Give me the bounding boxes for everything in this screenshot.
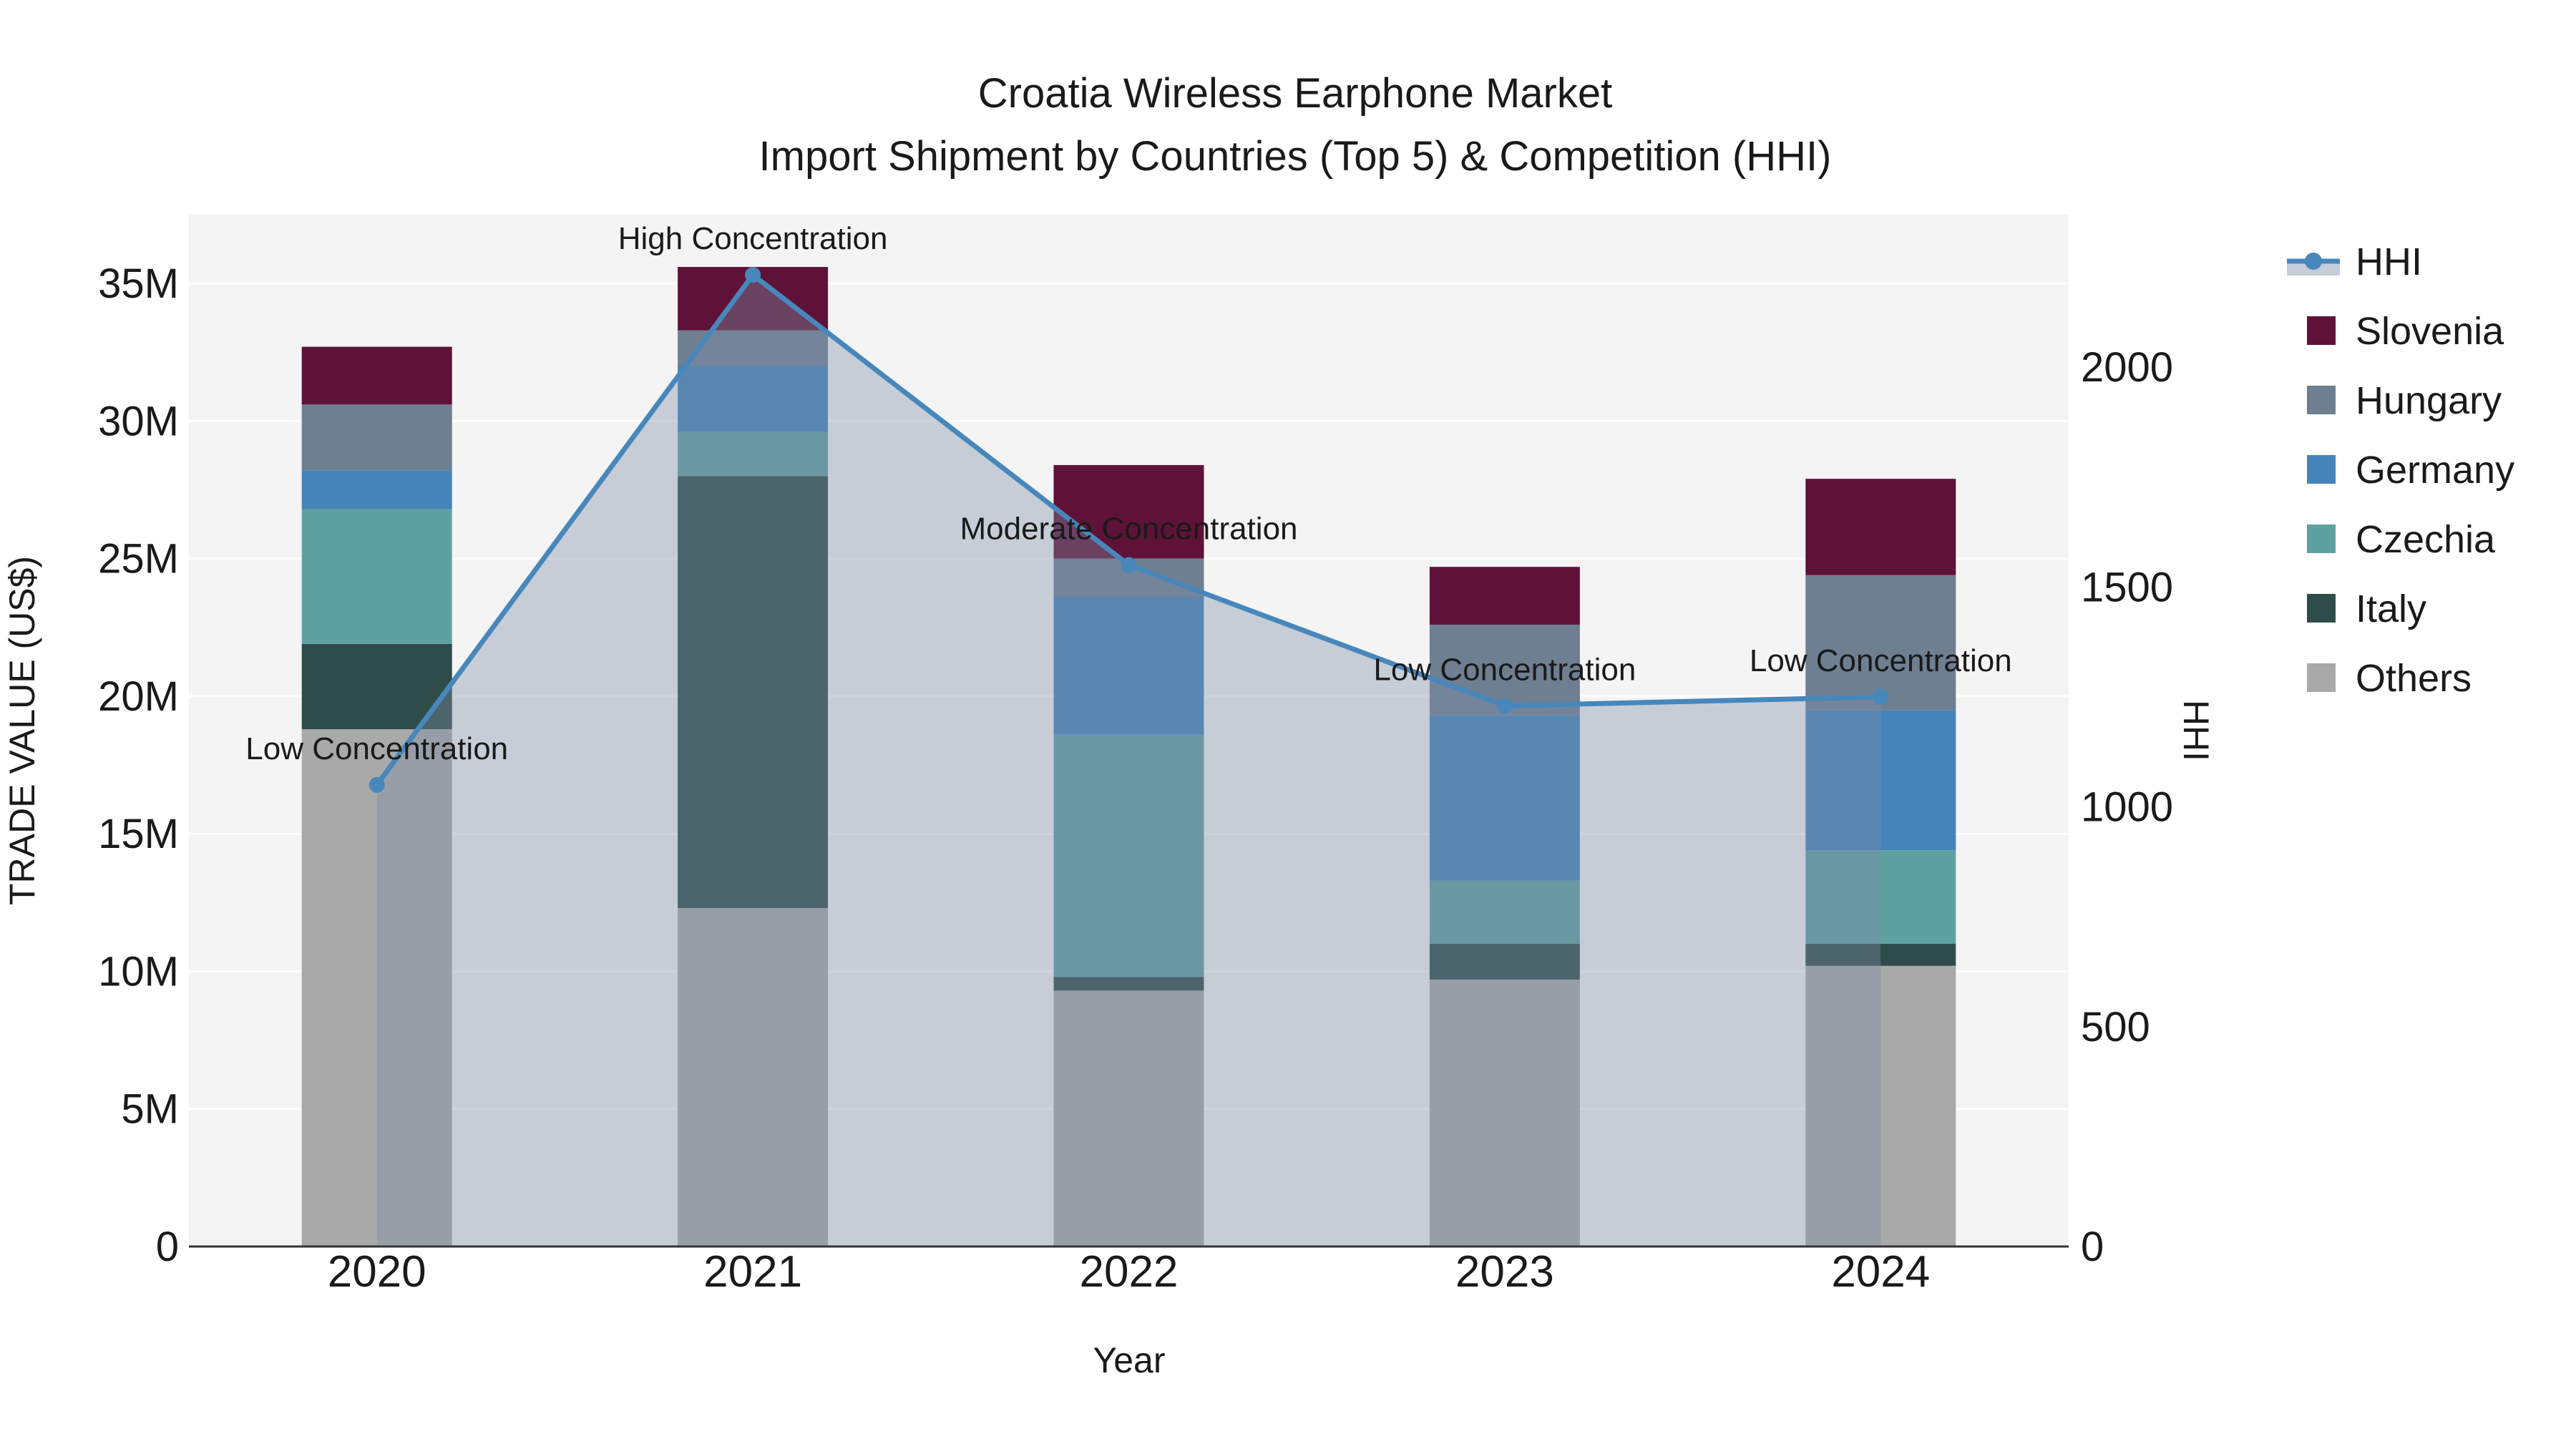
bar-segment-italy-2022 [1053,977,1204,991]
hhi-marker-2020 [369,776,385,793]
legend-item-germany[interactable]: Germany [2307,449,2514,492]
y-left-tick-35M: 35M [98,260,179,307]
annotation-2023: Low Concentration [1373,652,1636,687]
x-tick-2022: 2022 [1080,1247,1179,1297]
stacked-bars [301,267,1956,1246]
x-tick-2023: 2023 [1455,1247,1554,1297]
bar-segment-slovenia-2023 [1429,567,1580,625]
y-right-tick-1000: 1000 [2081,784,2173,831]
y-axis-left-title: TRADE VALUE (US$) [2,556,42,905]
bar-segment-czechia-2021 [678,431,829,477]
legend-label-others: Others [2356,657,2472,700]
legend-label-slovenia: Slovenia [2356,310,2504,353]
y-left-tick-25M: 25M [98,536,179,582]
legend-item-others[interactable]: Others [2307,657,2472,700]
y-axis-right-title: HHI [2176,700,2216,761]
bar-segment-italy-2024 [1805,944,1956,966]
legend-item-hungary[interactable]: Hungary [2307,379,2502,422]
bar-segment-others-2020 [301,729,452,1246]
bar-segment-czechia-2022 [1053,734,1204,977]
hhi-markers [369,267,1889,793]
annotation-2021: High Concentration [618,221,888,256]
y-left-tick-15M: 15M [98,811,179,857]
annotation-2022: Moderate Concentration [960,512,1297,547]
x-axis-title: Year [1093,1340,1165,1380]
y-right-tick-1500: 1500 [2081,564,2173,610]
x-tick-2024: 2024 [1831,1247,1930,1297]
annotation-2020: Low Concentration [245,731,508,766]
hhi-marker-2021 [745,267,761,283]
x-tick-2020: 2020 [328,1247,426,1297]
chart-title: Croatia Wireless Earphone Market [978,70,1612,117]
legend-item-italy[interactable]: Italy [2307,587,2426,630]
bar-segment-italy-2021 [678,476,829,909]
hhi-marker-2024 [1873,688,1889,705]
bar-segment-germany-2020 [301,470,452,509]
legend-hhi-marker-sample [2305,253,2322,270]
bar-segment-others-2024 [1805,965,1956,1246]
y-right-tick-500: 500 [2081,1004,2150,1050]
bar-segment-italy-2023 [1429,944,1580,980]
hhi-marker-2023 [1496,698,1513,714]
bar-segment-slovenia-2024 [1805,479,1956,575]
y-right-tick-0: 0 [2081,1224,2104,1270]
legend-swatch-czechia [2307,525,2336,553]
legend-label-hhi: HHI [2356,240,2422,283]
legend-item-slovenia[interactable]: Slovenia [2307,310,2504,353]
annotations: Low Concentration High Concentration Moder… [245,221,2011,766]
bar-segment-czechia-2024 [1805,850,1956,945]
legend-label-hungary: Hungary [2356,379,2502,422]
legend-swatch-hungary [2307,386,2336,414]
bar-segment-others-2023 [1429,980,1580,1246]
legend-item-hhi[interactable]: HHI [2287,240,2422,283]
bar-segment-czechia-2020 [301,509,452,644]
x-axis-ticks: 2020 2021 2022 2023 2024 [328,1247,1931,1297]
hhi-marker-2022 [1121,557,1137,573]
legend-swatch-others [2307,663,2336,692]
bar-segment-germany-2021 [678,366,829,432]
chart-subtitle: Import Shipment by Countries (Top 5) & C… [759,133,1832,180]
legend-swatch-germany [2307,455,2336,484]
bar-segment-hungary-2020 [301,404,452,471]
bar-segment-hungary-2021 [678,330,829,366]
bar-segment-slovenia-2022 [1053,464,1204,559]
y-axis-left-ticks: 0 5M 10M 15M 20M 25M 30M 35M [98,260,179,1270]
x-tick-2021: 2021 [703,1247,802,1297]
y-right-tick-2000: 2000 [2081,344,2173,391]
y-left-tick-5M: 5M [121,1086,179,1133]
annotation-2024: Low Concentration [1750,643,2012,678]
y-left-tick-20M: 20M [98,673,179,720]
legend-label-germany: Germany [2356,449,2514,492]
y-left-tick-10M: 10M [98,948,179,995]
y-axis-right-ticks: 0 500 1000 1500 2000 [2081,344,2173,1270]
legend-swatch-slovenia [2307,316,2336,345]
bar-segment-others-2021 [678,908,829,1246]
bar-segment-czechia-2023 [1429,880,1580,945]
legend-label-czechia: Czechia [2356,518,2496,561]
legend-item-czechia[interactable]: Czechia [2307,518,2496,561]
y-left-tick-0: 0 [156,1224,179,1270]
y-left-tick-30M: 30M [98,398,179,444]
bar-segment-germany-2024 [1805,710,1956,851]
bar-segment-others-2022 [1053,990,1204,1246]
legend-swatch-italy [2307,594,2336,623]
hhi-area-fill [376,275,1881,1246]
bar-segment-germany-2023 [1429,715,1580,881]
legend: HHI Slovenia Hungary Germany Czechia Italy Oth… [2287,240,2514,700]
bar-segment-germany-2022 [1053,597,1204,735]
bar-segment-hungary-2024 [1805,575,1956,711]
bar-segment-slovenia-2020 [301,346,452,405]
legend-label-italy: Italy [2356,587,2426,630]
